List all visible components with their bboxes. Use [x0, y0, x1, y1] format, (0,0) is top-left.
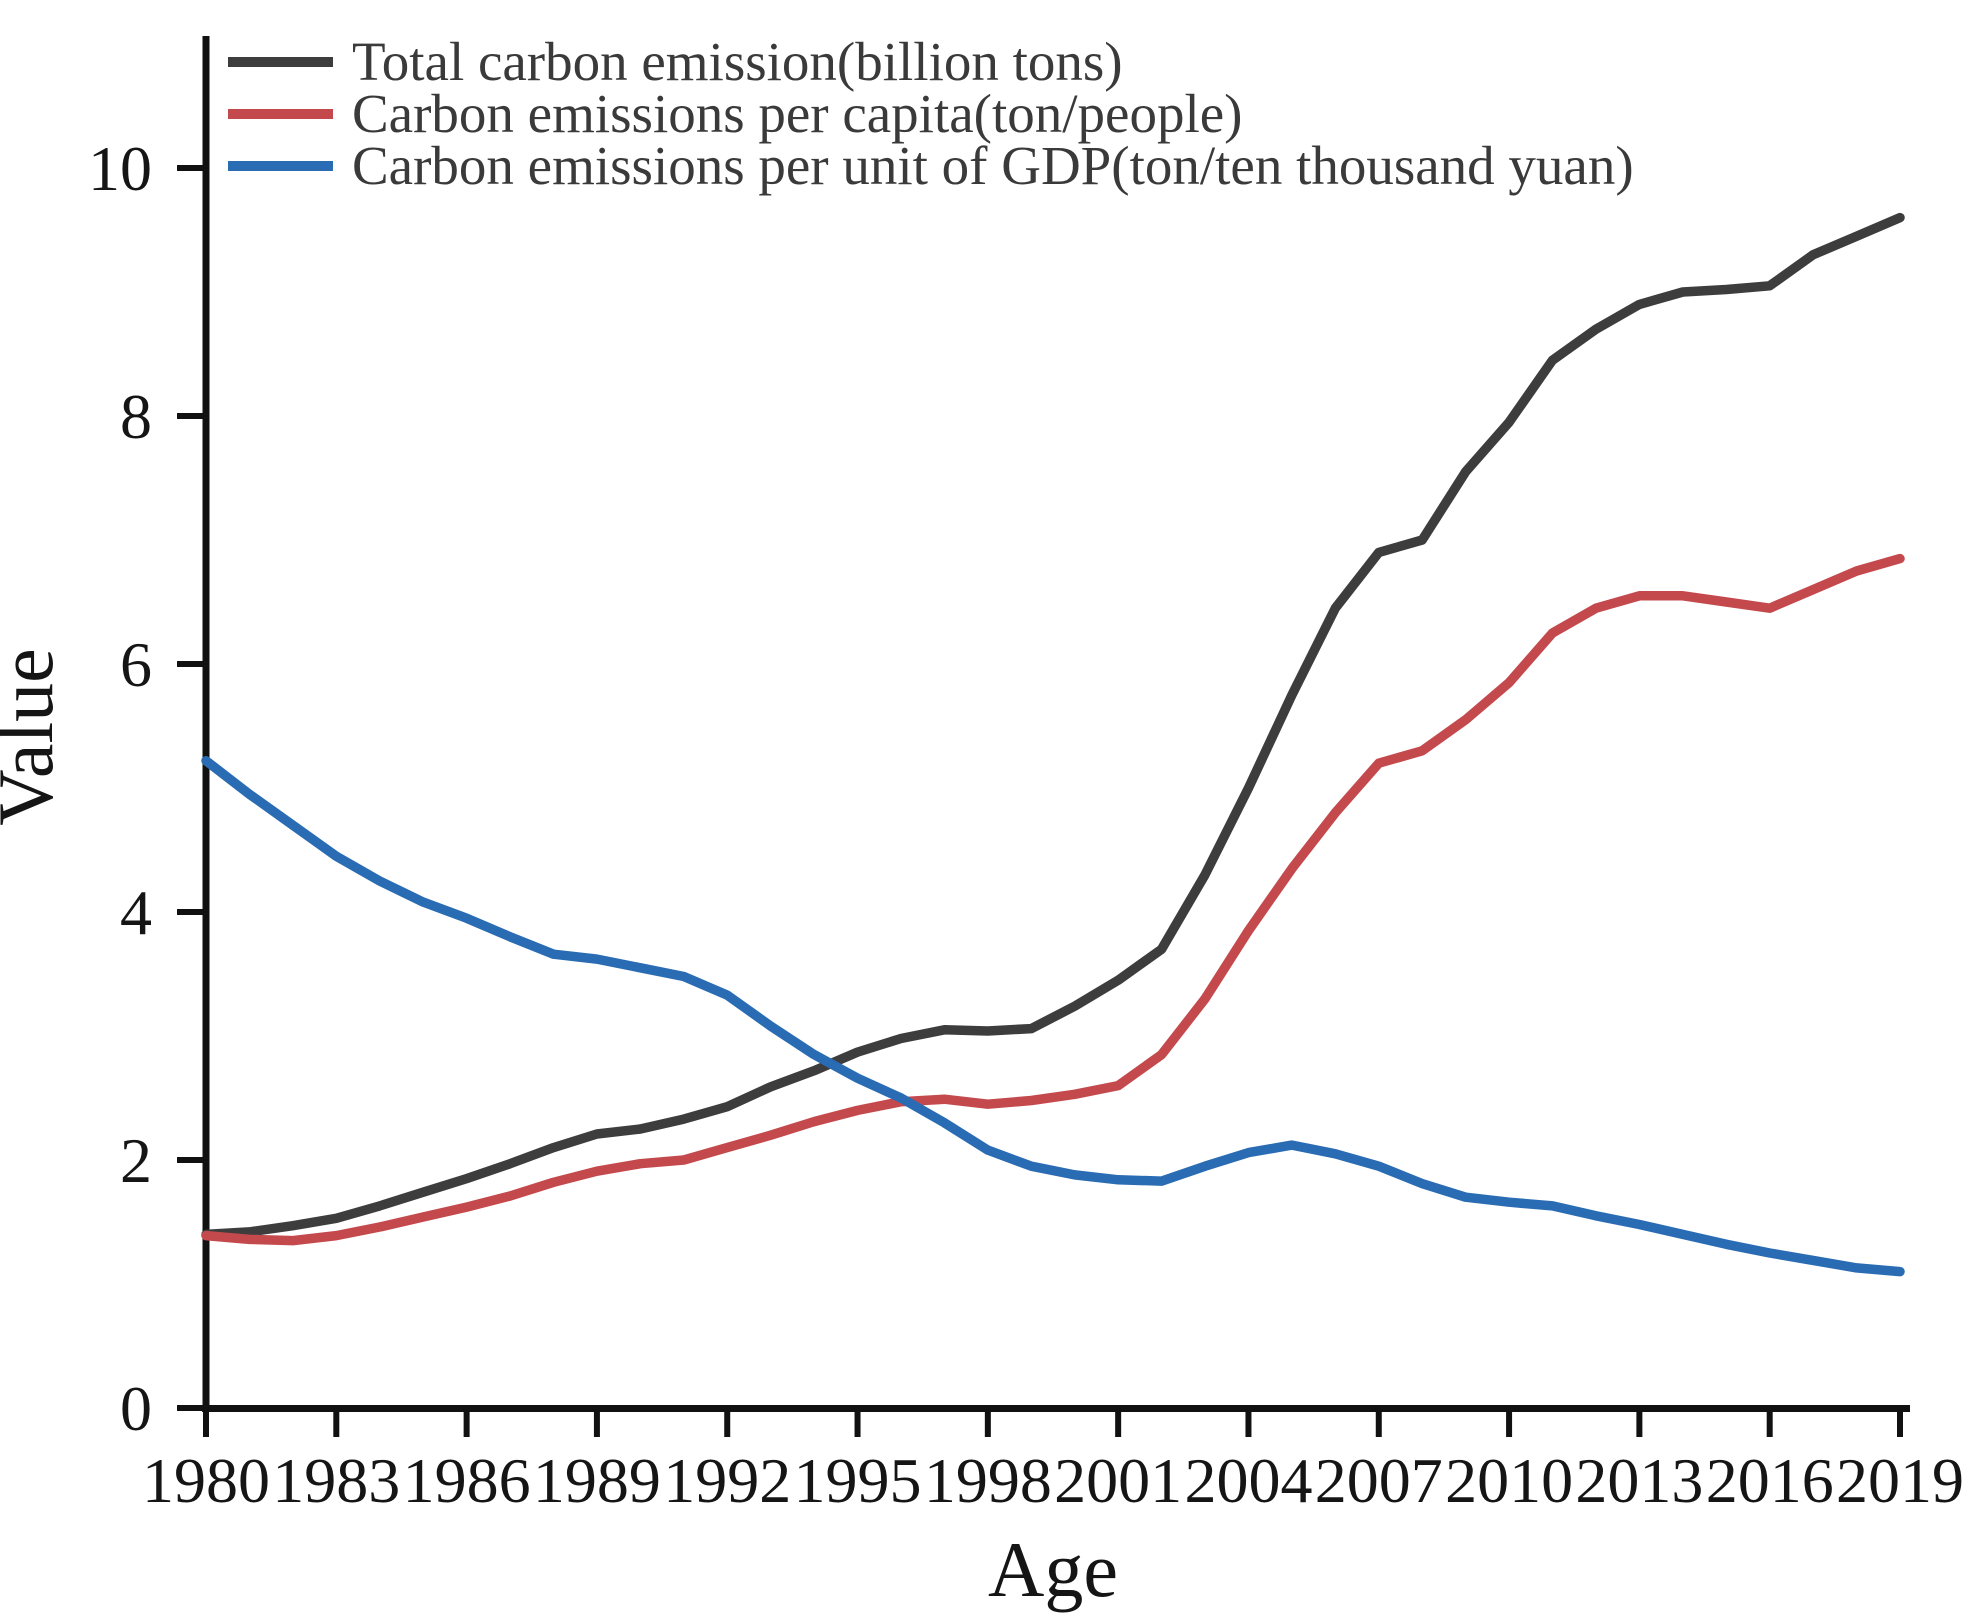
x-tick-label: 1995 [794, 1445, 922, 1516]
legend: Total carbon emission(billion tons) Carb… [228, 31, 1634, 196]
legend-item-per-capita: Carbon emissions per capita(ton/people) [228, 83, 1242, 144]
x-tick-label: 1980 [142, 1445, 270, 1516]
x-tick-label: 2007 [1315, 1445, 1443, 1516]
y-tick-label: 8 [120, 381, 152, 452]
x-axis-title: Age [988, 1526, 1118, 1613]
x-tick-label: 2019 [1836, 1445, 1964, 1516]
x-tick-label: 2013 [1575, 1445, 1703, 1516]
y-tick-label: 6 [120, 629, 152, 700]
x-tick-label: 1986 [403, 1445, 531, 1516]
series-line-0 [201, 212, 1905, 1240]
y-tick-label: 0 [120, 1373, 152, 1444]
legend-label-per-gdp: Carbon emissions per unit of GDP(ton/ten… [352, 135, 1634, 196]
x-axis-ticks: 1980 1983 1986 1989 1992 1995 1998 2001 2004 2007… [142, 1408, 1964, 1516]
x-tick-label: 1989 [533, 1445, 661, 1516]
legend-label-total: Total carbon emission(billion tons) [352, 31, 1123, 92]
legend-label-per-capita: Carbon emissions per capita(ton/people) [352, 83, 1242, 144]
x-tick-label: 2010 [1445, 1445, 1573, 1516]
series-line-2 [201, 755, 1905, 1277]
series-line-1 [201, 553, 1905, 1246]
x-tick-label: 1992 [663, 1445, 791, 1516]
legend-item-total: Total carbon emission(billion tons) [228, 31, 1123, 92]
y-tick-label: 10 [88, 133, 152, 204]
series-lines [201, 212, 1905, 1277]
x-tick-label: 2016 [1706, 1445, 1834, 1516]
x-tick-label: 1983 [272, 1445, 400, 1516]
legend-item-per-gdp: Carbon emissions per unit of GDP(ton/ten… [228, 135, 1634, 196]
x-tick-label: 1998 [924, 1445, 1052, 1516]
x-tick-label: 2004 [1184, 1445, 1312, 1516]
y-axis-title: Value [0, 648, 69, 826]
y-axis-ticks: 0 2 4 6 8 10 [88, 133, 206, 1444]
y-tick-label: 2 [120, 1125, 152, 1196]
x-tick-label: 2001 [1054, 1445, 1182, 1516]
y-tick-label: 4 [120, 877, 152, 948]
